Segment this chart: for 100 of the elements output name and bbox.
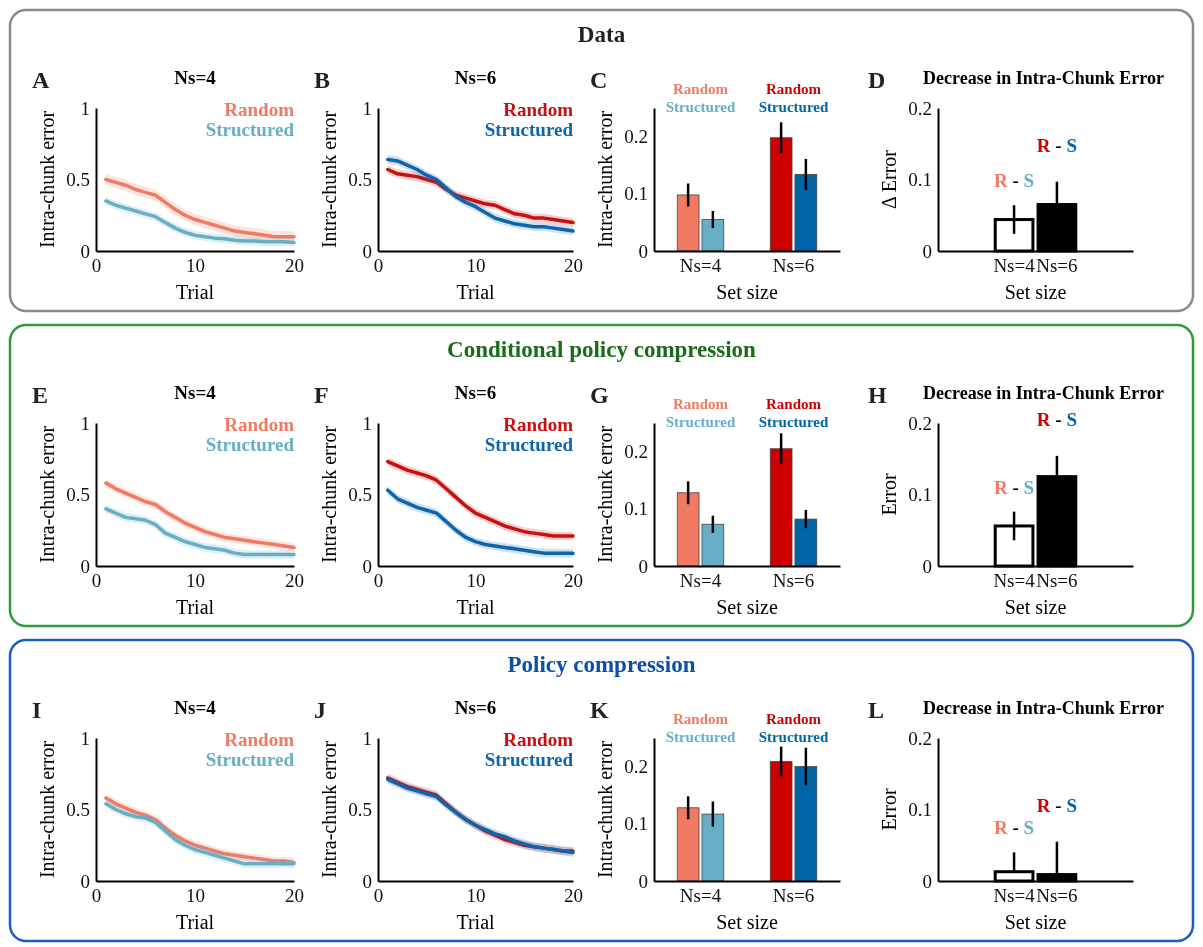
text: Structured xyxy=(665,729,736,745)
x-tick-label: 10 xyxy=(466,570,486,592)
text: E xyxy=(32,382,49,408)
text: Random xyxy=(765,711,822,727)
text: A xyxy=(32,67,50,93)
x-axis-title: Set size xyxy=(716,281,778,303)
text: C xyxy=(590,67,608,93)
x-tick-label: 20 xyxy=(564,570,583,592)
text: Random xyxy=(224,99,295,120)
y-tick-label: 0.2 xyxy=(908,97,932,119)
y-tick-label: 1 xyxy=(80,412,90,434)
text: Structured xyxy=(205,119,295,140)
y-axis-title: Intra-chunk error xyxy=(318,425,340,564)
x-tick-label: Ns=6 xyxy=(772,570,815,592)
y-axis-title: Intra-chunk error xyxy=(36,425,58,564)
text: Structured xyxy=(484,434,574,455)
text: Structured xyxy=(758,99,830,115)
chart-subtitle: Conditional policy compression xyxy=(447,337,757,362)
x-tick-label: Ns=6 xyxy=(772,255,815,277)
y-tick-label: 1 xyxy=(362,412,372,434)
x-tick-label: Ns=4 xyxy=(993,885,1036,907)
y-tick-label: 0 xyxy=(638,555,648,577)
y-axis-title: Intra-chunk error xyxy=(36,740,58,879)
y-axis-title: Δ Error xyxy=(878,149,900,209)
y-axis-title: Intra-chunk error xyxy=(318,740,340,879)
text: Random xyxy=(672,711,729,727)
y-tick-label: 1 xyxy=(362,727,372,749)
text: K xyxy=(590,697,609,723)
x-tick-label: Ns=6 xyxy=(1036,570,1078,592)
x-axis-title: Trial xyxy=(175,281,215,303)
text: Structured xyxy=(205,749,295,770)
chart-subtitle: Policy compression xyxy=(507,652,696,677)
chart-title: Decrease in Intra-Chunk Error xyxy=(923,383,1164,403)
text: J xyxy=(314,697,326,723)
y-tick-label: 0.5 xyxy=(348,169,372,191)
y-tick-label: 0.2 xyxy=(624,756,648,778)
x-axis-title: Set size xyxy=(1004,281,1067,303)
x-tick-label: 20 xyxy=(285,570,304,592)
chart-subtitle: Data xyxy=(577,22,626,47)
y-tick-label: 0 xyxy=(638,870,648,892)
y-tick-label: 0 xyxy=(80,240,90,262)
y-axis-title: Intra-chunk error xyxy=(318,110,340,249)
x-tick-label: Ns=4 xyxy=(679,570,722,592)
y-tick-label: 0.1 xyxy=(624,813,648,835)
y-tick-label: 1 xyxy=(80,727,90,749)
y-tick-label: 0.1 xyxy=(624,498,648,520)
series-label: Structured xyxy=(758,729,830,745)
text: G xyxy=(590,382,609,408)
chart-title: Ns=6 xyxy=(454,697,497,718)
text: Structured xyxy=(205,434,295,455)
chart-title: Ns=4 xyxy=(174,382,217,403)
x-tick-label: 20 xyxy=(285,255,304,277)
y-tick-label: 1 xyxy=(80,97,90,119)
text: Random xyxy=(224,414,295,435)
x-tick-label: 10 xyxy=(466,885,486,907)
annotation: R - S xyxy=(1036,408,1077,430)
text: Random xyxy=(765,396,822,412)
y-tick-label: 0.5 xyxy=(66,169,90,191)
text: Structured xyxy=(758,414,830,430)
y-tick-label: 0 xyxy=(922,240,932,262)
y-tick-label: 0 xyxy=(922,555,932,577)
x-tick-label: 10 xyxy=(186,570,205,592)
y-axis-title: Error xyxy=(878,788,900,831)
chart-title: Decrease in Intra-Chunk Error xyxy=(923,68,1164,88)
text: Structured xyxy=(484,119,574,140)
y-axis-title: Intra-chunk error xyxy=(594,425,616,564)
text: H xyxy=(868,382,887,408)
y-axis-title: Error xyxy=(878,473,900,516)
text: F xyxy=(314,382,329,408)
text: I xyxy=(32,697,42,723)
chart-title: Ns=4 xyxy=(174,697,217,718)
annotation: R - S xyxy=(1036,794,1077,816)
text: Structured xyxy=(665,99,736,115)
text: Random xyxy=(765,81,822,97)
x-tick-label: Ns=4 xyxy=(993,570,1036,592)
text: B xyxy=(314,67,331,93)
x-tick-label: 20 xyxy=(564,885,583,907)
y-axis-title: Intra-chunk error xyxy=(36,110,58,249)
x-axis-title: Trial xyxy=(175,911,215,933)
y-tick-label: 0 xyxy=(922,870,932,892)
x-tick-label: 20 xyxy=(285,885,304,907)
chart-title: Decrease in Intra-Chunk Error xyxy=(923,698,1164,718)
y-tick-label: 0.2 xyxy=(624,126,648,148)
y-tick-label: 0.5 xyxy=(348,484,372,506)
y-tick-label: 0.1 xyxy=(908,484,932,506)
x-axis-title: Trial xyxy=(456,911,496,933)
x-axis-title: Trial xyxy=(175,596,215,618)
text: D xyxy=(868,67,886,93)
x-axis-title: Trial xyxy=(456,596,496,618)
x-tick-label: Ns=4 xyxy=(679,255,722,277)
chart-title: Ns=6 xyxy=(454,382,497,403)
y-tick-label: 0 xyxy=(362,240,372,262)
x-tick-label: 10 xyxy=(186,885,205,907)
x-tick-label: Ns=6 xyxy=(1036,255,1078,277)
x-axis-title: Set size xyxy=(1004,596,1067,618)
y-tick-label: 0.5 xyxy=(348,799,372,821)
x-tick-label: Ns=4 xyxy=(679,885,722,907)
y-tick-label: 0.1 xyxy=(624,183,648,205)
x-axis-title: Set size xyxy=(716,911,778,933)
text: Random xyxy=(224,729,295,750)
